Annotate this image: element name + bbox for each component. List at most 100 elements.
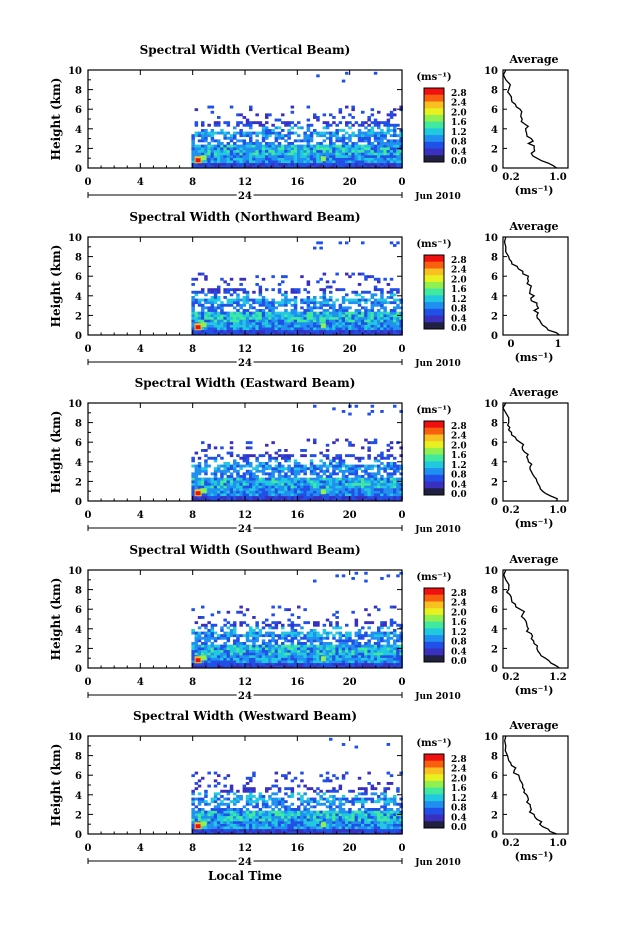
heatmap-cell (290, 498, 295, 502)
heatmap-cell (332, 626, 336, 630)
heatmap-cell (386, 649, 391, 653)
heatmap-cell (297, 288, 301, 292)
heatmap-cell (233, 813, 237, 817)
colorbar-tick-label: 0.0 (451, 324, 467, 334)
heatmap-cell (316, 639, 320, 643)
heatmap-cell (271, 636, 275, 640)
heatmap-cell (233, 623, 237, 627)
heatmap-cell (377, 495, 381, 499)
heatmap-cell (252, 616, 256, 619)
heatmap-cell (361, 464, 365, 468)
heatmap-cell (233, 800, 237, 804)
heatmap-cell (271, 472, 275, 476)
x-tick-label: 16 (290, 677, 304, 688)
heatmap-cell (309, 649, 314, 653)
colorbar-tick-label: 2.8 (451, 589, 467, 599)
heatmap-cell (345, 157, 349, 161)
panel-title: Spectral Width (Eastward Beam) (135, 376, 356, 390)
heatmap-cell (261, 795, 266, 798)
heatmap-cell (220, 810, 224, 814)
heatmap-cell (255, 149, 259, 153)
heatmap-cell (309, 634, 314, 638)
heatmap-cell (383, 634, 387, 638)
heatmap-cell (313, 623, 317, 627)
heatmap-cell (204, 329, 208, 333)
heatmap-cell (380, 293, 384, 297)
heatmap-cell (332, 303, 336, 307)
heatmap-cell (258, 160, 263, 164)
heatmap-cell (255, 298, 259, 302)
heatmap-cell (245, 789, 250, 793)
colorbar-tick-label: 0.0 (451, 157, 467, 167)
heatmap-cell (380, 485, 384, 489)
heatmap-cell (370, 621, 375, 625)
avg-x-tick-label: 1 (555, 339, 562, 350)
heatmap-cell (306, 136, 311, 140)
heatmap-cell (201, 136, 205, 140)
heatmap-cell (364, 311, 368, 315)
heatmap-cell (268, 144, 272, 148)
heatmap-cell (377, 662, 381, 666)
heatmap-cell (322, 665, 327, 669)
heatmap-cell (373, 482, 378, 486)
heatmap-cell (284, 309, 288, 312)
heatmap-cell (316, 165, 320, 169)
heatmap-cell (245, 155, 250, 158)
heatmap-cell (313, 113, 317, 117)
heatmap-cell (377, 626, 381, 630)
heatmap-cell (207, 488, 211, 491)
heatmap-cell (370, 147, 375, 151)
heatmap-cell (306, 826, 311, 830)
heatmap-cell (258, 808, 263, 811)
heatmap-cell (297, 160, 301, 164)
heatmap-cell (191, 316, 195, 320)
heatmap-cell (207, 802, 211, 806)
heatmap-cell (220, 629, 224, 632)
heatmap-cell (335, 324, 339, 328)
heatmap-cell (261, 319, 266, 323)
heatmap-cell (239, 139, 243, 143)
heatmap-cell (290, 789, 295, 793)
heatmap-cell (319, 636, 323, 640)
heatmap-cell (313, 652, 317, 656)
heatmap-cell (236, 316, 240, 320)
heatmap-cell (309, 136, 314, 140)
heatmap-cell (213, 475, 218, 478)
heatmap-cell (386, 322, 391, 325)
heatmap-cell (226, 826, 231, 830)
x-tick-label: 0 (85, 677, 92, 688)
colorbar-swatch (424, 488, 444, 496)
heatmap-cell (258, 665, 263, 669)
heatmap-cell (217, 828, 221, 832)
heatmap-cell (207, 636, 211, 640)
heatmap-cell (265, 818, 269, 822)
heatmap-cell (306, 301, 311, 305)
heatmap-cell (380, 314, 384, 318)
heatmap-cell (345, 631, 349, 635)
heatmap-cell (300, 660, 304, 664)
heatmap-cell (271, 303, 275, 307)
heatmap-cell (213, 155, 218, 158)
heatmap-cell (197, 828, 202, 832)
heatmap-cell (364, 498, 368, 502)
heatmap-cell (239, 610, 243, 614)
heatmap-cell (303, 482, 307, 486)
heatmap-cell (223, 296, 227, 299)
heatmap-cell (271, 149, 275, 153)
heatmap-cell (281, 464, 285, 468)
heatmap-cell (300, 147, 304, 151)
heatmap-cell (261, 488, 266, 491)
heatmap-cell (217, 149, 221, 153)
heatmap-cell (338, 110, 343, 114)
heatmap-cell (268, 810, 272, 814)
heatmap-cell (242, 290, 247, 294)
heatmap-cell (290, 160, 295, 164)
heatmap-cell (373, 660, 378, 664)
heatmap-cell (377, 162, 381, 166)
heatmap-cell (290, 657, 295, 661)
heatmap-cell (197, 802, 202, 806)
heatmap-cell (249, 144, 253, 148)
heatmap-cell (309, 134, 314, 138)
heatmap-cell (290, 311, 295, 315)
heatmap-cell (268, 623, 272, 627)
